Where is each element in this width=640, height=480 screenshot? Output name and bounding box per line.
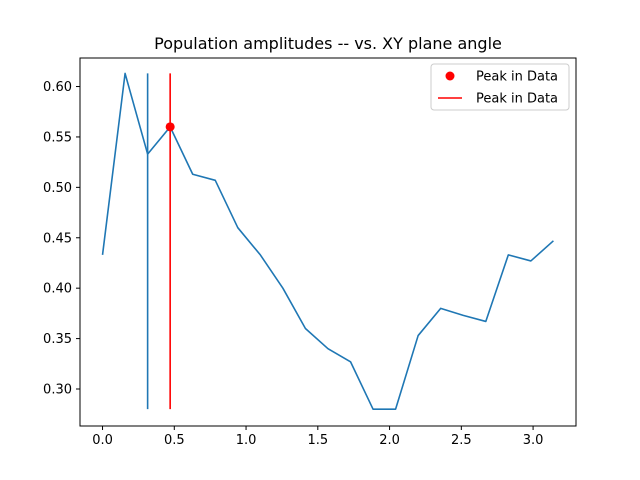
plot-area: 0.0 0.5 1.0 1.5 2.0 2.5 3.0 0.30 0.35 0.40 0.45 0.5… [43, 57, 577, 448]
y-tick-label: 0.50 [43, 181, 72, 196]
x-tick-label: 1.0 [236, 433, 257, 448]
x-tick-label: 2.5 [451, 433, 472, 448]
y-tick-label: 0.45 [43, 231, 72, 246]
peak-point [165, 122, 175, 132]
x-tick-label: 0.0 [92, 433, 113, 448]
y-tick-label: 0.60 [43, 80, 72, 95]
x-tick-label: 0.5 [164, 433, 185, 448]
x-tick-label: 3.0 [523, 433, 544, 448]
legend-label: Peak in Data [476, 92, 558, 107]
legend-box [430, 63, 570, 111]
legend-marker-dot [445, 71, 455, 81]
legend-label: Peak in Data [476, 70, 558, 85]
x-tick-label: 2.0 [379, 433, 400, 448]
x-tick-label: 1.5 [307, 433, 328, 448]
chart-title: Population amplitudes -- vs. XY plane an… [154, 34, 502, 53]
y-tick-label: 0.40 [43, 282, 72, 297]
y-tick-label: 0.55 [43, 130, 72, 145]
y-tick-label: 0.30 [43, 382, 72, 397]
axes-frame [79, 57, 577, 427]
amplitude-series-line [101, 72, 554, 410]
y-tick-label: 0.35 [43, 332, 72, 347]
